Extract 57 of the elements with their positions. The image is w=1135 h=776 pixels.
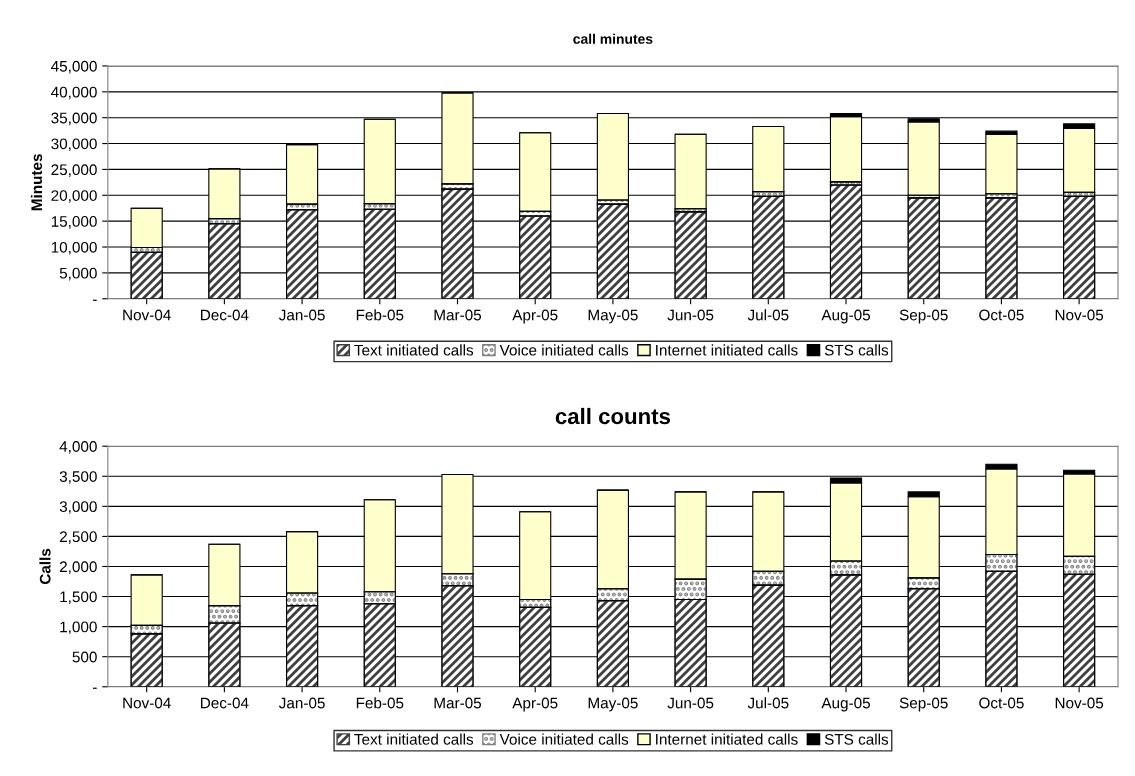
y-tick-label: 20,000: [51, 190, 97, 203]
x-tick-label: Oct-05: [979, 309, 1024, 321]
legend-label: Voice initiated calls: [499, 733, 629, 745]
y-tick-label: 1,000: [60, 621, 97, 635]
x-tick-label: Sep-05: [899, 697, 948, 712]
y-tick-label: 500: [72, 651, 97, 663]
y-tick-label: 45,000: [51, 60, 97, 74]
legend-label: STS calls: [824, 733, 889, 745]
x-tick-label: Aug-05: [821, 309, 871, 324]
y-tick-label: 4,000: [59, 441, 97, 454]
legend-label: Voice initiated calls: [499, 344, 629, 356]
chart-title: call minutes: [573, 33, 653, 44]
x-tick-label: Apr-05: [512, 309, 558, 324]
legend-label: Internet initiated calls: [656, 733, 798, 745]
y-tick-label: 10,000: [51, 241, 97, 255]
y-tick-label: -: [93, 687, 97, 689]
x-tick-label: Mar-05: [434, 309, 482, 321]
x-tick-label: Jan-05: [278, 309, 325, 321]
x-tick-label: Jan-05: [278, 697, 325, 709]
x-tick-label: May-05: [588, 309, 638, 324]
y-tick-label: -: [93, 299, 97, 301]
y-tick-label: 5,000: [59, 267, 97, 281]
x-tick-label: Nov-04: [123, 697, 171, 709]
y-tick-label: 25,000: [51, 164, 97, 177]
x-tick-label: Jul-05: [747, 697, 789, 709]
x-tick-label: Apr-05: [512, 697, 558, 712]
y-tick-label: 1,500: [60, 591, 97, 605]
legend-label: Text initiated calls: [354, 344, 474, 356]
x-tick-label: Nov-05: [1055, 697, 1104, 709]
y-axis-title: Calls: [39, 548, 51, 585]
legend-label: Text initiated calls: [354, 733, 474, 745]
chart-title: call counts: [555, 407, 671, 425]
y-tick-label: 15,000: [51, 216, 97, 229]
y-tick-label: 2,500: [59, 531, 97, 544]
x-tick-label: Mar-05: [434, 697, 482, 709]
x-tick-label: Dec-04: [201, 309, 249, 321]
x-tick-label: Feb-05: [356, 309, 404, 321]
y-tick-label: 3,500: [59, 471, 97, 484]
legend-label: STS calls: [824, 344, 889, 356]
x-tick-label: Feb-05: [356, 697, 404, 709]
x-tick-label: Dec-04: [201, 697, 249, 709]
y-tick-label: 3,000: [59, 501, 97, 514]
x-tick-label: Nov-04: [123, 309, 171, 321]
x-tick-label: Jun-05: [667, 309, 714, 321]
y-tick-label: 40,000: [51, 86, 97, 100]
y-axis-title: Minutes: [30, 154, 43, 211]
y-tick-label: 30,000: [51, 138, 97, 152]
x-tick-label: Sep-05: [899, 309, 948, 324]
x-tick-label: Jun-05: [667, 697, 714, 709]
x-tick-label: Oct-05: [979, 697, 1024, 709]
x-tick-label: Aug-05: [821, 697, 871, 712]
y-tick-label: 2,000: [59, 561, 97, 574]
legend-label: Internet initiated calls: [656, 344, 798, 356]
x-tick-label: Jul-05: [747, 309, 789, 321]
y-tick-label: 35,000: [51, 112, 97, 126]
x-tick-label: Nov-05: [1055, 309, 1104, 321]
x-tick-label: May-05: [588, 697, 638, 712]
